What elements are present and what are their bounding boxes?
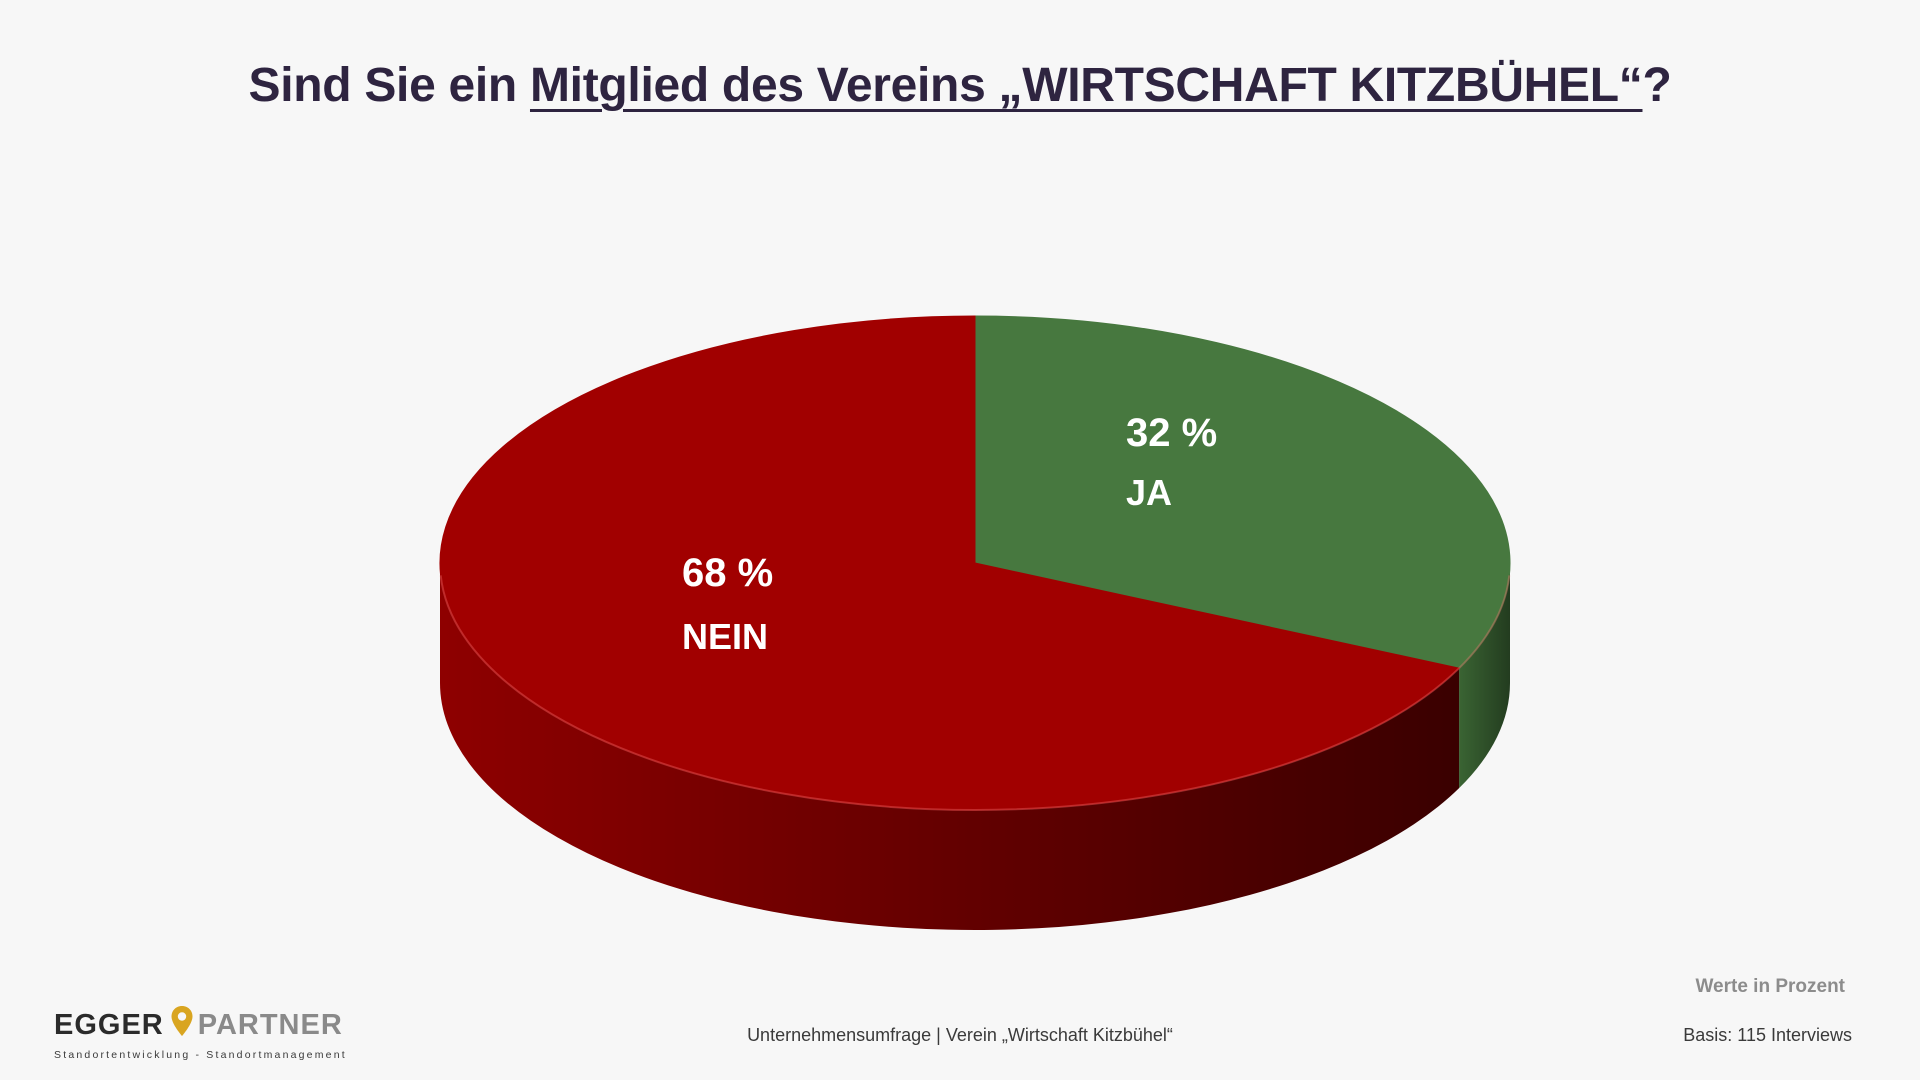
location-pin-icon bbox=[170, 1005, 194, 1045]
page-title: Sind Sie ein Mitglied des Vereins „WIRTS… bbox=[0, 58, 1920, 113]
title-prefix: Sind Sie ein bbox=[248, 59, 530, 112]
slice-label-ja: 32 % JA bbox=[1126, 413, 1217, 511]
egger-partner-logo: EGGER PARTNER Standortentwicklung - Stan… bbox=[54, 1005, 347, 1061]
logo-word1: EGGER bbox=[54, 1008, 164, 1041]
pie-rim-highlight bbox=[439, 575, 1511, 811]
values-note: Werte in Prozent bbox=[1695, 976, 1845, 997]
footer-source: Unternehmensumfrage | Verein „Wirtschaft… bbox=[747, 1025, 1173, 1045]
slice-side-nein bbox=[440, 563, 1460, 930]
slice-label-nein: 68 % NEIN bbox=[682, 553, 773, 655]
slice-ja bbox=[974, 315, 1511, 669]
logo-word2: PARTNER bbox=[197, 1008, 343, 1041]
title-suffix: ? bbox=[1642, 59, 1672, 112]
basis-note: Basis: 115 Interviews bbox=[1683, 1025, 1852, 1045]
slice-value-ja: 32 % bbox=[1126, 411, 1218, 455]
logo-tagline: Standortentwicklung - Standortmanagement bbox=[54, 1049, 347, 1061]
slice-nein bbox=[439, 315, 1461, 811]
slice-side-ja bbox=[1459, 563, 1510, 789]
title-underlined: Mitglied des Vereins „WIRTSCHAFT KITZBÜH… bbox=[529, 59, 1643, 112]
slice-value-nein: 68 % bbox=[682, 551, 774, 595]
slice-name-ja: JA bbox=[1126, 472, 1173, 513]
slice-name-nein: NEIN bbox=[682, 616, 769, 657]
